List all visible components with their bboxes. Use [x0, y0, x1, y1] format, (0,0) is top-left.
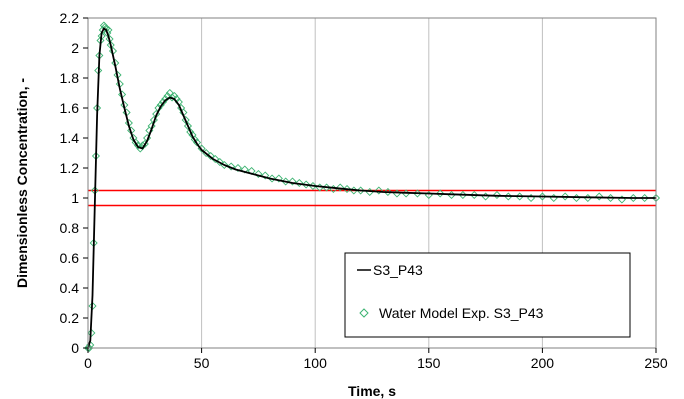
data-point-marker	[356, 186, 365, 195]
y-tick-label: 1.6	[60, 100, 80, 116]
data-point-marker	[168, 93, 177, 102]
data-point-marker	[274, 174, 283, 183]
y-tick-label: 0.4	[60, 280, 80, 296]
data-point-marker	[181, 115, 190, 125]
y-tick-label: 0.8	[60, 220, 80, 236]
x-axis-ticks: 0 50 100 150 200 250	[84, 348, 668, 371]
data-point-marker	[240, 165, 249, 174]
data-point-marker	[295, 178, 304, 188]
legend-marker-label: Water Model Exp. S3_P43	[379, 305, 544, 321]
y-tick-label: 0	[71, 340, 79, 356]
data-point-marker	[640, 193, 649, 203]
plot-area-frame	[87, 17, 657, 349]
data-point-marker	[267, 174, 277, 183]
data-point-marker	[383, 187, 392, 197]
x-tick-label: 100	[304, 355, 328, 371]
legend-marker-swatch	[359, 308, 369, 318]
y-tick-label: 2	[71, 40, 79, 56]
y-tick-label: 0.6	[60, 250, 80, 266]
data-point-marker	[186, 127, 195, 137]
y-tick-label: 2.2	[60, 10, 80, 26]
data-point-marker	[227, 162, 236, 171]
x-tick-label: 250	[644, 355, 668, 371]
y-axis-ticks: 0 0.2 0.4 0.6 0.8 1 1.2 1.4 1.6 1.8 2 2.2	[60, 10, 88, 356]
data-point-marker	[595, 192, 604, 201]
data-point-marker	[492, 190, 501, 200]
simulation-line-layer	[87, 27, 656, 349]
x-tick-label: 0	[84, 355, 92, 371]
data-point-marker	[161, 94, 170, 104]
data-point-marker	[87, 328, 96, 338]
data-point-marker	[538, 192, 547, 201]
data-point-marker	[261, 171, 270, 180]
data-point-marker	[470, 190, 479, 200]
data-point-marker	[190, 135, 199, 144]
data-point-marker	[561, 192, 570, 201]
y-tick-label: 0.2	[60, 310, 80, 326]
x-tick-label: 50	[194, 355, 210, 371]
y-tick-label: 1.4	[60, 130, 80, 146]
y-axis-title: Dimensionless Concentration, -	[14, 78, 30, 288]
y-tick-label: 1	[71, 190, 79, 206]
data-point-marker	[288, 177, 297, 186]
y-tick-label: 1.8	[60, 70, 80, 86]
x-axis-title: Time, s	[348, 383, 396, 399]
simulation-line	[87, 27, 656, 349]
data-point-marker	[131, 138, 140, 147]
legend: S3_P43 Water Model Exp. S3_P43	[344, 252, 631, 338]
data-point-marker	[233, 163, 242, 173]
legend-box	[344, 252, 631, 338]
x-tick-label: 150	[417, 355, 441, 371]
data-point-marker	[140, 139, 149, 149]
data-point-marker	[336, 183, 345, 192]
data-point-marker	[374, 186, 383, 195]
data-point-marker	[104, 25, 113, 35]
data-point-marker	[183, 121, 193, 131]
data-point-marker	[342, 184, 352, 194]
x-tick-label: 200	[531, 355, 555, 371]
data-point-marker	[254, 169, 263, 179]
y-tick-label: 1.2	[60, 160, 80, 176]
data-point-marker	[302, 180, 311, 189]
legend-line-label: S3_P43	[373, 262, 423, 278]
data-point-marker	[629, 193, 638, 203]
data-point-marker	[436, 189, 445, 198]
